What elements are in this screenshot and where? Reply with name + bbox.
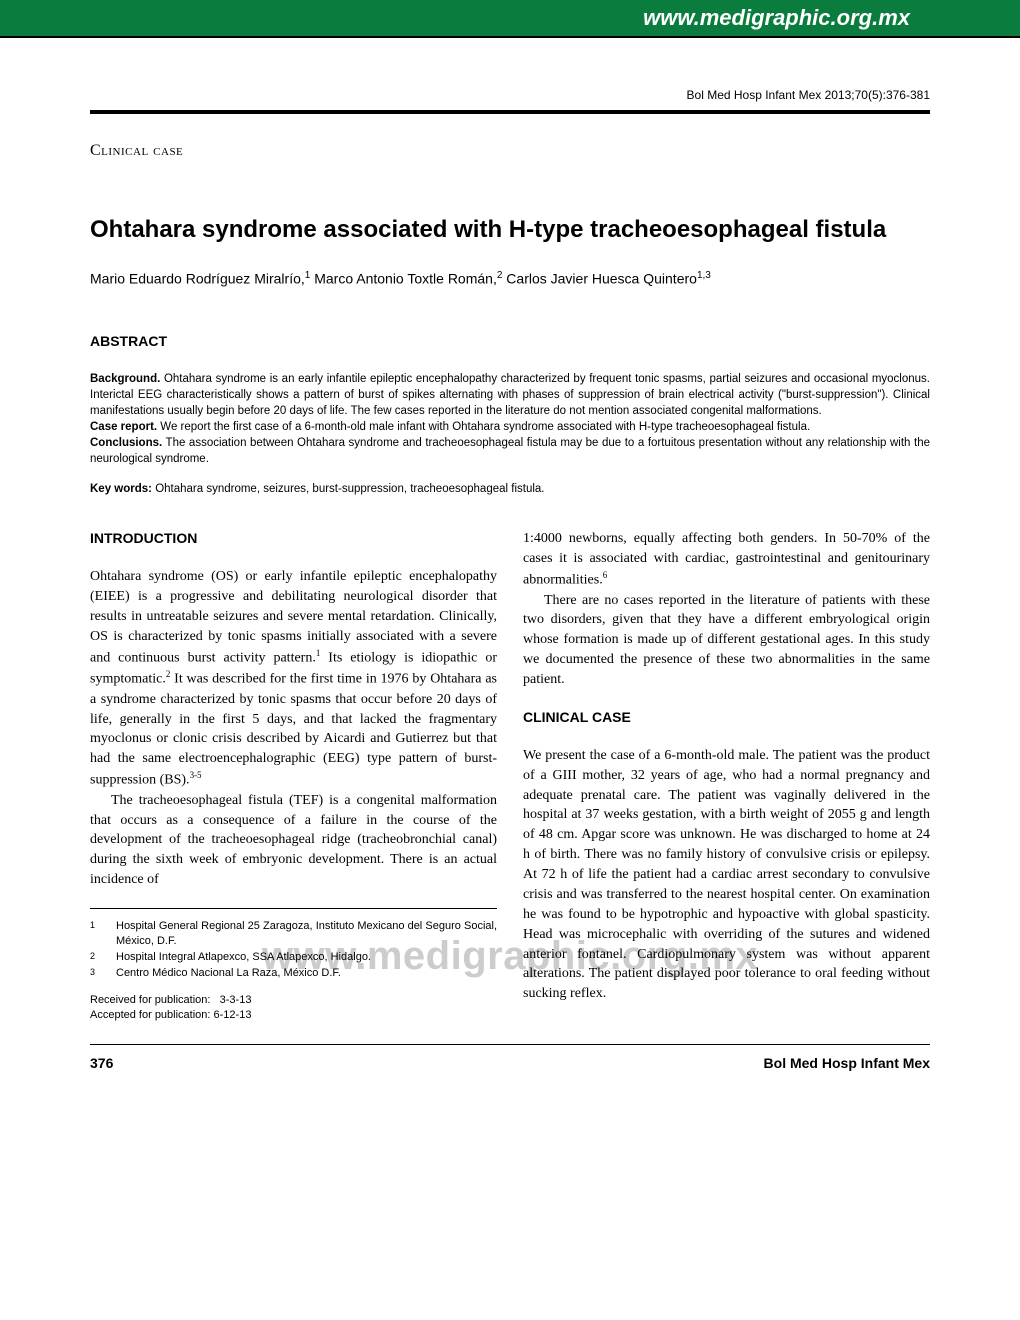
site-banner: www.medigraphic.org.mx: [0, 0, 1020, 36]
keywords-label: Key words:: [90, 483, 152, 495]
affiliations-block: 1 Hospital General Regional 25 Zaragoza,…: [90, 908, 497, 1024]
affiliation-row: 2 Hospital Integral Atlapexco, SSA Atlap…: [90, 950, 497, 967]
right-column: 1:4000 newborns, equally affecting both …: [523, 529, 930, 1024]
pub-dates: Received for publication: 3-3-13 Accepte…: [90, 993, 497, 1024]
accepted-label: Accepted for publication:: [90, 1009, 210, 1021]
accepted-value: 6-12-13: [214, 1009, 252, 1021]
page-body: Bol Med Hosp Infant Mex 2013;70(5):376-3…: [0, 38, 1020, 1101]
affil-text: Hospital General Regional 25 Zaragoza, I…: [116, 919, 497, 950]
affil-num: 3: [90, 966, 116, 983]
affiliation-row: 3 Centro Médico Nacional La Raza, México…: [90, 966, 497, 983]
introduction-heading: INTRODUCTION: [90, 529, 497, 549]
banner-url[interactable]: www.medigraphic.org.mx: [643, 5, 910, 31]
rule-thick: [90, 110, 930, 114]
page-number: 376: [90, 1055, 113, 1071]
page-footer: 376 Bol Med Hosp Infant Mex: [90, 1044, 930, 1071]
clinical-case-heading: CLINICAL CASE: [523, 708, 930, 728]
received-value: 3-3-13: [220, 994, 252, 1006]
section-label: Clinical case: [90, 142, 930, 160]
left-column: INTRODUCTION Ohtahara syndrome (OS) or e…: [90, 529, 497, 1024]
abstract-body: Background. Ohtahara syndrome is an earl…: [90, 371, 930, 468]
keywords: Key words: Ohtahara syndrome, seizures, …: [90, 483, 930, 495]
journal-reference: Bol Med Hosp Infant Mex 2013;70(5):376-3…: [90, 88, 930, 102]
authors-line: Mario Eduardo Rodríguez Miralrío,1 Marco…: [90, 270, 930, 287]
right-para-2: There are no cases reported in the liter…: [523, 591, 930, 690]
two-column-body: INTRODUCTION Ohtahara syndrome (OS) or e…: [90, 529, 930, 1024]
intro-para-2: The tracheoesophageal fistula (TEF) is a…: [90, 791, 497, 890]
affil-text: Centro Médico Nacional La Raza, México D…: [116, 966, 497, 983]
affiliation-row: 1 Hospital General Regional 25 Zaragoza,…: [90, 919, 497, 950]
intro-para-1: Ohtahara syndrome (OS) or early infantil…: [90, 567, 497, 791]
affil-text: Hospital Integral Atlapexco, SSA Atlapex…: [116, 950, 497, 967]
affil-num: 1: [90, 919, 116, 950]
right-para-1: 1:4000 newborns, equally affecting both …: [523, 529, 930, 590]
footer-journal: Bol Med Hosp Infant Mex: [764, 1055, 930, 1071]
article-title: Ohtahara syndrome associated with H-type…: [90, 216, 930, 244]
affil-num: 2: [90, 950, 116, 967]
received-label: Received for publication:: [90, 994, 210, 1006]
right-para-3: We present the case of a 6-month-old mal…: [523, 746, 930, 1004]
abstract-heading: ABSTRACT: [90, 333, 930, 349]
keywords-text: Ohtahara syndrome, seizures, burst-suppr…: [152, 483, 545, 495]
